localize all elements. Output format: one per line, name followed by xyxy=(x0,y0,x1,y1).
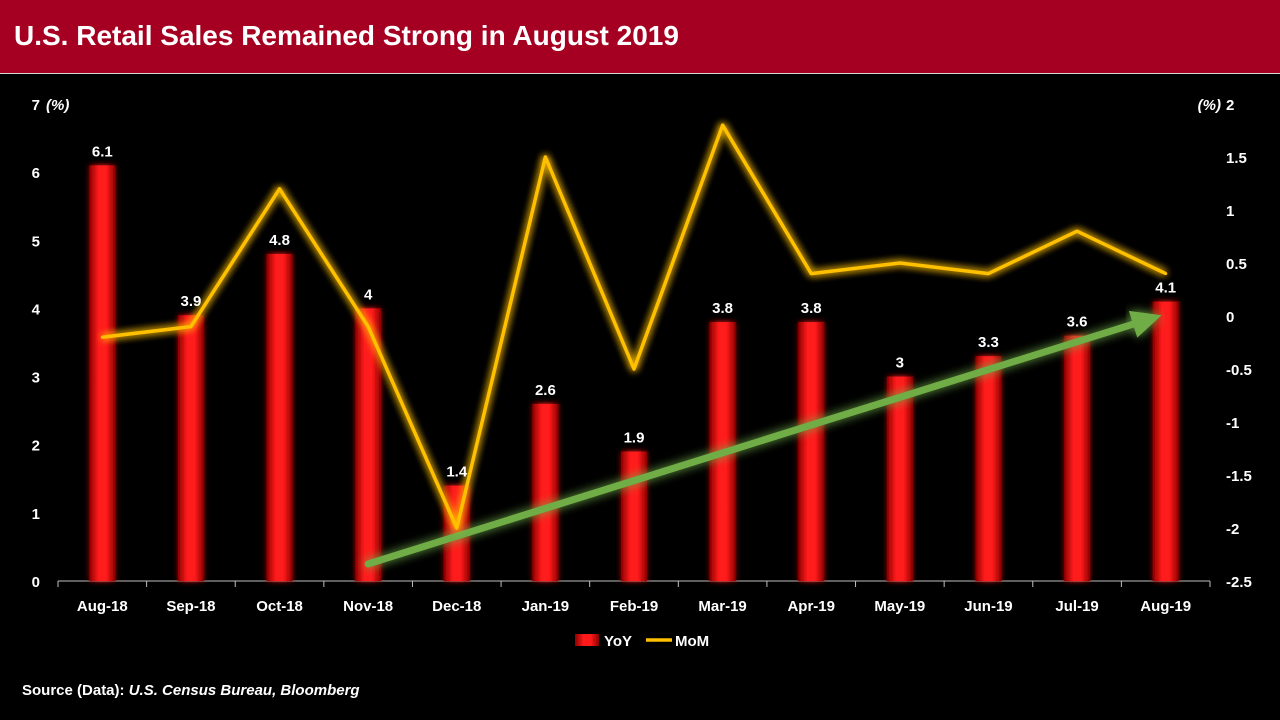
source-label: Source (Data): xyxy=(22,682,125,699)
yoy-bar xyxy=(975,356,1002,581)
right-tick-label: 2 xyxy=(1226,97,1234,114)
x-tick-label: Mar-19 xyxy=(698,598,746,615)
mom-point xyxy=(898,261,902,265)
x-tick-label: Aug-19 xyxy=(1140,598,1191,615)
x-tick-label: Oct-18 xyxy=(256,598,303,615)
left-tick-label: 6 xyxy=(32,165,40,182)
yoy-data-label: 3.8 xyxy=(801,300,822,317)
yoy-data-label: 3.9 xyxy=(180,293,201,310)
right-tick-label: -1.5 xyxy=(1226,468,1252,485)
yoy-data-label: 2.6 xyxy=(535,382,556,399)
yoy-data-label: 6.1 xyxy=(92,143,113,160)
mom-point xyxy=(632,367,636,371)
mom-point xyxy=(455,526,459,530)
yoy-bar xyxy=(177,315,204,581)
yoy-bar xyxy=(886,376,913,581)
x-tick-label: Feb-19 xyxy=(610,598,658,615)
yoy-bar xyxy=(798,322,825,581)
right-tick-label: -2.5 xyxy=(1226,574,1252,591)
source-value: U.S. Census Bureau, Bloomberg xyxy=(128,682,360,699)
trend-arrow-shaft xyxy=(364,320,1137,568)
x-tick-label: Jan-19 xyxy=(522,598,570,615)
left-tick-label: 2 xyxy=(32,438,40,455)
yoy-bar xyxy=(621,451,647,581)
mom-point xyxy=(809,272,813,276)
yoy-bar xyxy=(1152,301,1179,581)
yoy-bar xyxy=(89,165,116,581)
left-axis-unit: (%) xyxy=(46,97,69,114)
yoy-data-label: 4.1 xyxy=(1155,280,1176,297)
yoy-data-label: 4 xyxy=(364,286,373,303)
x-tick-label: Nov-18 xyxy=(343,598,393,615)
right-tick-label: -2 xyxy=(1226,521,1239,538)
left-tick-label: 0 xyxy=(32,574,40,591)
left-tick-label: 3 xyxy=(32,370,40,387)
mom-point xyxy=(1075,229,1079,233)
mom-point xyxy=(986,272,990,276)
mom-point xyxy=(1164,272,1168,276)
yoy-data-label: 1.4 xyxy=(446,464,468,481)
trend-arrow-head xyxy=(1128,310,1162,338)
source-note: Source (Data): U.S. Census Bureau, Bloom… xyxy=(22,682,360,699)
right-tick-label: -0.5 xyxy=(1226,362,1252,379)
yoy-bar xyxy=(532,403,559,581)
legend-yoy-swatch xyxy=(575,634,599,646)
legend-mom-label: MoM xyxy=(675,633,709,650)
page-title: U.S. Retail Sales Remained Strong in Aug… xyxy=(14,20,679,51)
yoy-data-label: 4.8 xyxy=(269,232,290,249)
x-tick-label: May-19 xyxy=(874,598,925,615)
yoy-bar xyxy=(355,308,382,581)
yoy-data-label: 3 xyxy=(896,355,904,372)
left-tick-label: 5 xyxy=(32,233,40,250)
right-tick-label: 1.5 xyxy=(1226,150,1247,167)
mom-point xyxy=(278,187,282,191)
mom-point xyxy=(543,155,547,159)
yoy-data-label: 3.6 xyxy=(1067,314,1088,331)
x-tick-label: Aug-18 xyxy=(77,598,128,615)
left-tick-label: 1 xyxy=(32,506,40,523)
yoy-bar xyxy=(1064,335,1091,581)
x-tick-label: Jun-19 xyxy=(964,598,1012,615)
mom-point xyxy=(366,325,370,329)
x-tick-label: Sep-18 xyxy=(166,598,215,615)
yoy-data-label: 3.8 xyxy=(712,300,733,317)
mom-point xyxy=(100,335,104,339)
mom-point xyxy=(189,325,193,329)
retail-sales-chart: Aug-18 Sep-18 Oct-18 Nov-18 Dec-18 Jan-19 Feb-… xyxy=(32,97,1252,650)
right-tick-label: 1 xyxy=(1226,203,1234,220)
right-tick-label: -1 xyxy=(1226,415,1239,432)
title-bar: U.S. Retail Sales Remained Strong in Aug… xyxy=(0,0,1280,74)
left-tick-label: 7 xyxy=(32,97,40,114)
x-tick-label: Jul-19 xyxy=(1055,598,1098,615)
left-tick-label: 4 xyxy=(32,301,41,318)
right-axis-unit: (%) xyxy=(1198,97,1221,114)
x-tick-label: Apr-19 xyxy=(787,598,835,615)
yoy-data-label: 3.3 xyxy=(978,334,999,351)
x-tick-label: Dec-18 xyxy=(432,598,481,615)
mom-point xyxy=(721,123,725,127)
yoy-data-label: 1.9 xyxy=(624,430,645,447)
right-tick-label: 0.5 xyxy=(1226,256,1247,273)
legend-yoy-label: YoY xyxy=(604,633,632,650)
yoy-bar xyxy=(266,253,293,581)
right-tick-label: 0 xyxy=(1226,309,1234,326)
